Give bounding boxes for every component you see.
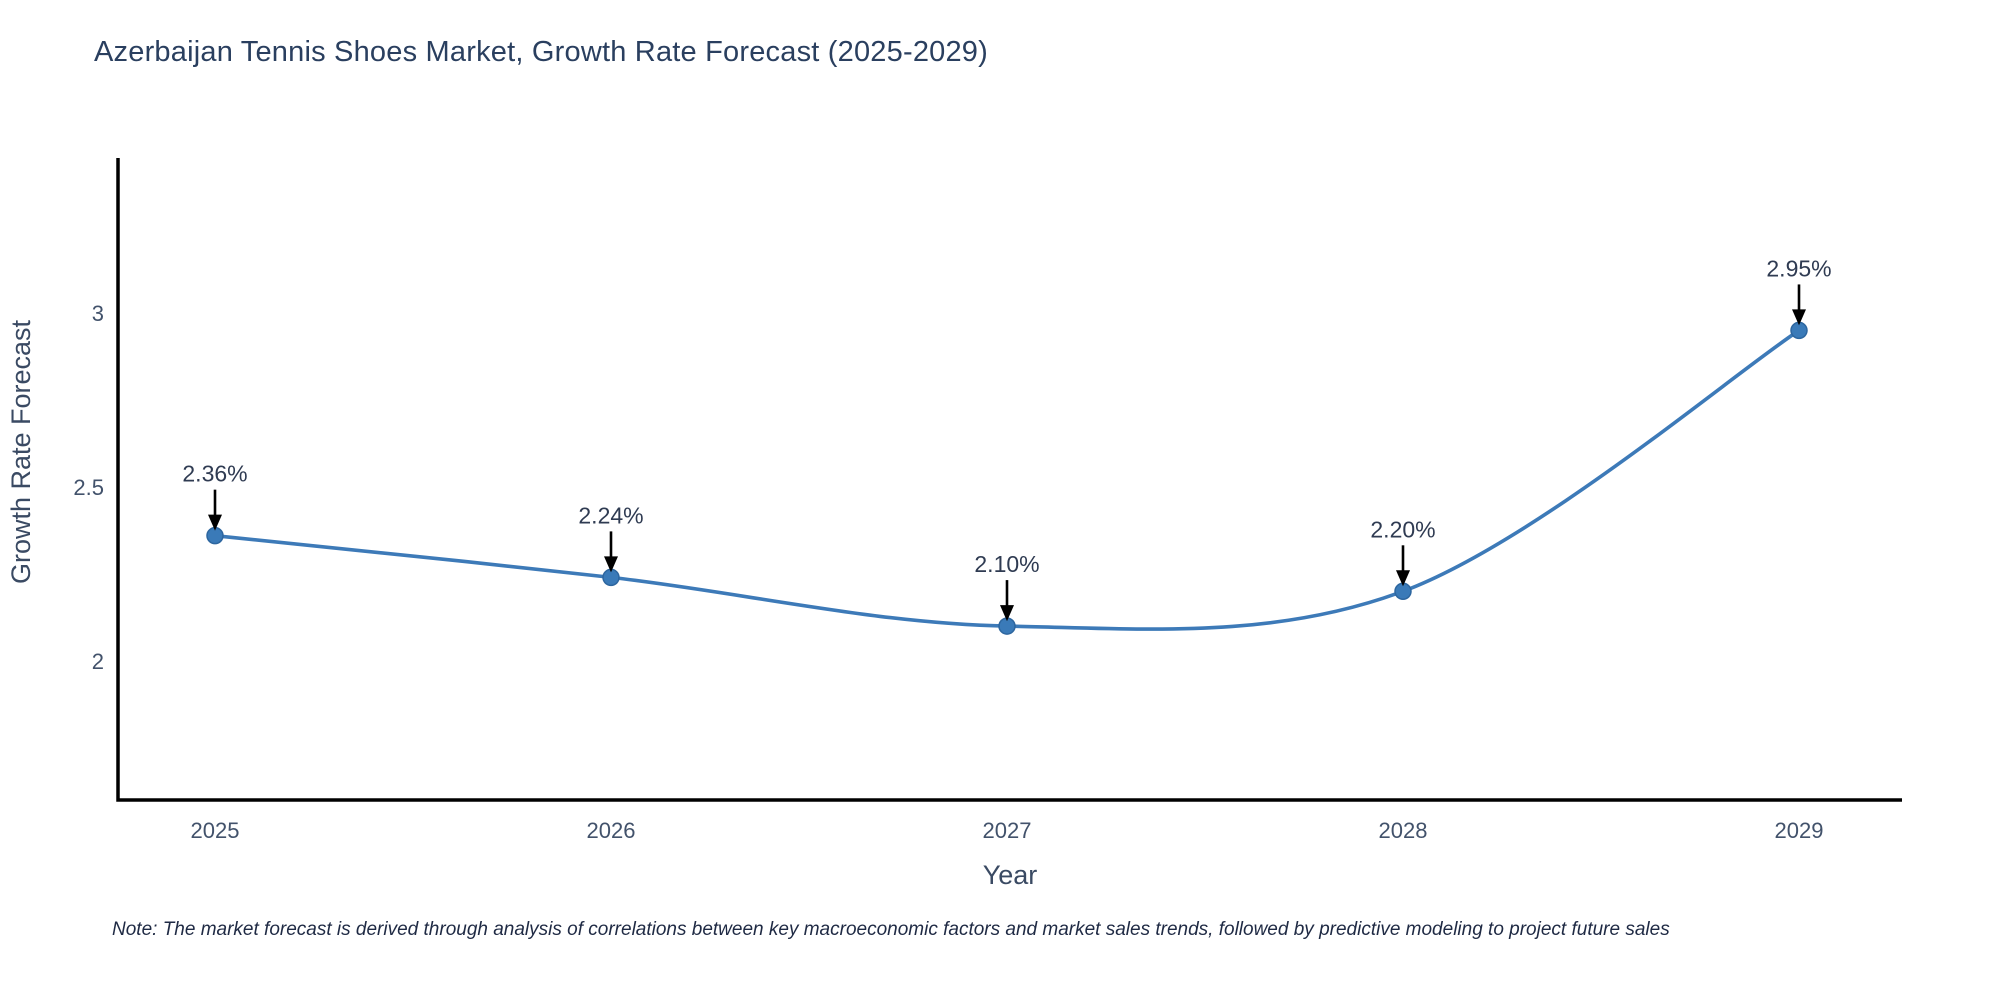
data-point-label: 2.36% — [182, 461, 247, 487]
x-tick-label: 2025 — [191, 818, 240, 843]
y-tick-label: 3 — [92, 301, 104, 326]
y-tick-label: 2 — [92, 649, 104, 674]
chart-title: Azerbaijan Tennis Shoes Market, Growth R… — [94, 36, 988, 68]
annotation-arrow-head — [1792, 309, 1806, 326]
x-tick-label: 2026 — [587, 818, 636, 843]
annotation-arrow-head — [1396, 570, 1410, 587]
x-tick-label: 2029 — [1775, 818, 1824, 843]
y-tick-label: 2.5 — [73, 475, 104, 500]
chart-footnote: Note: The market forecast is derived thr… — [112, 919, 1670, 940]
data-point-label: 2.20% — [1370, 516, 1435, 542]
x-axis-title: Year — [983, 860, 1038, 890]
x-tick-label: 2028 — [1379, 818, 1428, 843]
annotation-arrow-head — [604, 556, 618, 573]
data-point-label: 2.95% — [1766, 255, 1831, 281]
annotation-arrow-head — [1000, 605, 1014, 622]
y-axis-title: Growth Rate Forecast — [6, 319, 36, 584]
x-tick-label: 2027 — [983, 818, 1032, 843]
data-point-label: 2.24% — [578, 502, 643, 528]
axis-spines — [116, 158, 1902, 802]
data-point-label: 2.10% — [974, 551, 1039, 577]
annotation-arrow-head — [208, 514, 222, 531]
